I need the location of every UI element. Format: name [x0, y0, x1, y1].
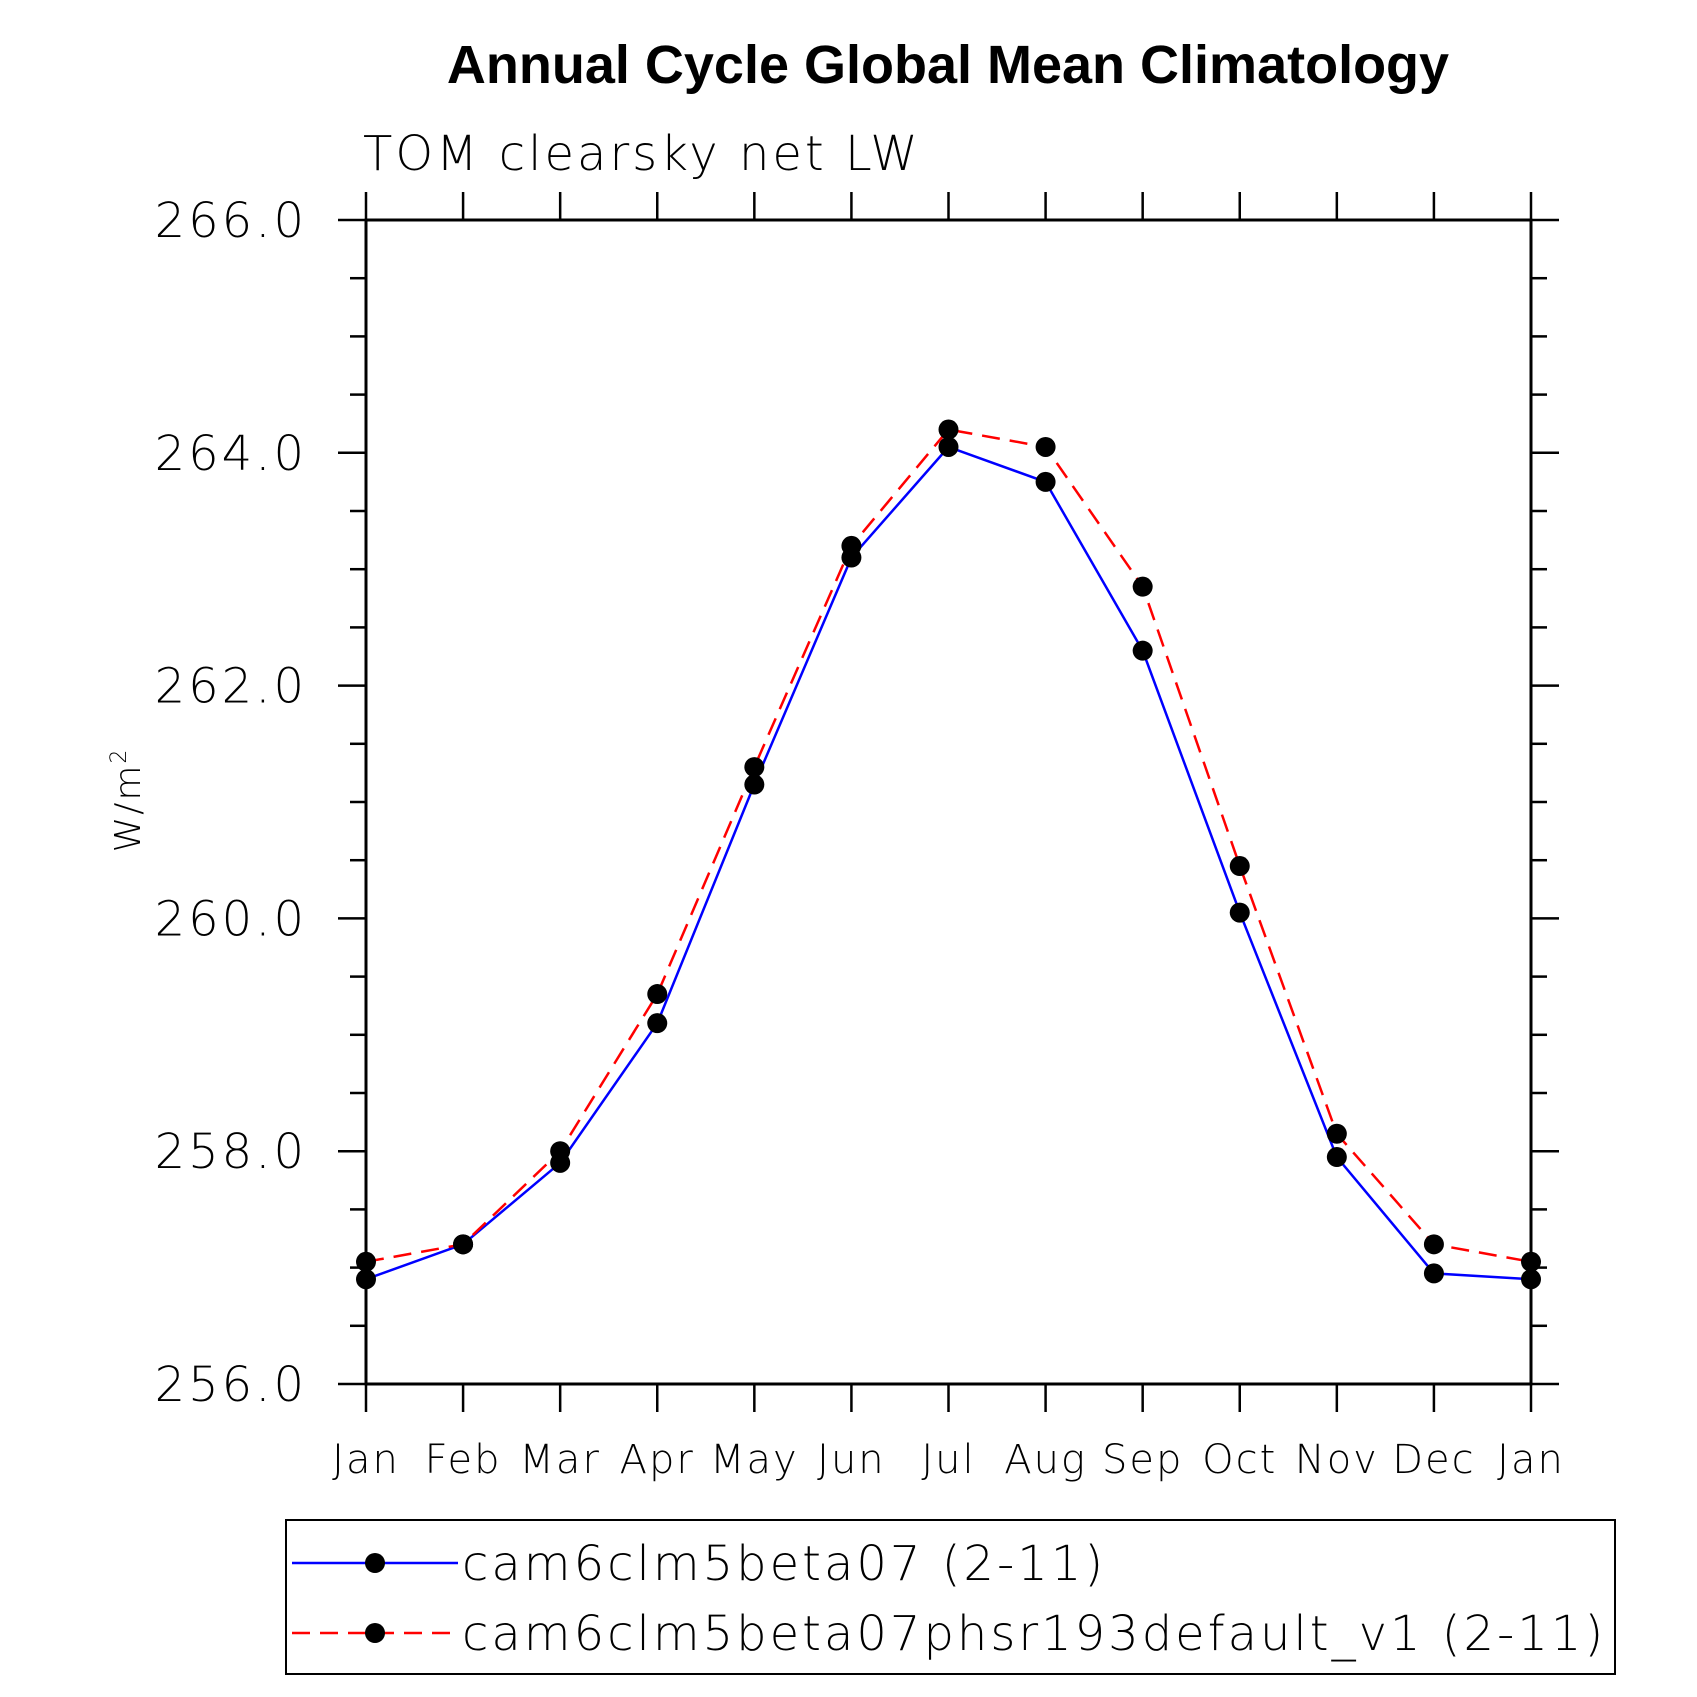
- data-point: [1326, 1147, 1347, 1168]
- x-axis: Jan Feb Mar Apr May Jun Jul Aug Sep Oct Nov Dec Jan: [332, 192, 1565, 1483]
- data-point: [1132, 640, 1153, 661]
- data-point: [1035, 436, 1056, 457]
- plot-series: [356, 419, 1541, 1290]
- data-point: [550, 1141, 571, 1162]
- y-tick-label: 258.0: [155, 1124, 307, 1180]
- data-point: [841, 535, 862, 556]
- x-tick-label: Dec: [1392, 1437, 1475, 1483]
- x-tick-label: Sep: [1102, 1437, 1183, 1483]
- data-point: [1521, 1251, 1541, 1272]
- x-tick-label: Jun: [817, 1437, 886, 1483]
- data-point: [1423, 1263, 1444, 1284]
- x-tick-label: Aug: [1004, 1437, 1087, 1483]
- y-tick-label: 262.0: [155, 659, 307, 715]
- data-point: [938, 436, 959, 457]
- data-point: [356, 1251, 376, 1272]
- y-axis-label-text: W/m: [108, 764, 149, 853]
- x-tick-label: Jan: [332, 1437, 400, 1483]
- x-tick-label: Mar: [519, 1437, 600, 1483]
- x-tick-label: Apr: [620, 1437, 695, 1483]
- x-tick-label: Jan: [1497, 1437, 1565, 1483]
- y-axis: 256.0 258.0 260.0 262.0 264.0 266.0: [155, 193, 1559, 1413]
- legend: cam6clm5beta07 (2-11) cam6clm5beta07phsr1…: [292, 1536, 1606, 1662]
- chart-title: Annual Cycle Global Mean Climatology: [447, 35, 1449, 95]
- x-tick-label: Feb: [425, 1437, 502, 1483]
- chart-subtitle: TOM clearsky net LW: [363, 126, 921, 182]
- legend-entry-label: cam6clm5beta07 (2-11): [462, 1536, 1106, 1592]
- data-point: [1035, 471, 1056, 492]
- legend-marker: [365, 1553, 385, 1573]
- x-tick-label: Oct: [1202, 1437, 1277, 1483]
- data-point: [647, 1013, 668, 1034]
- data-point: [938, 419, 959, 440]
- x-tick-label: May: [710, 1437, 799, 1483]
- x-tick-label: Jul: [921, 1437, 975, 1483]
- x-tick-label: Nov: [1295, 1437, 1379, 1483]
- legend-box: [285, 1519, 1616, 1675]
- series-line: [365, 428, 1532, 1264]
- svg-text:W/m2: W/m2: [107, 748, 149, 853]
- data-point: [1423, 1234, 1444, 1255]
- data-point: [1132, 576, 1153, 597]
- y-axis-label: W/m2: [107, 748, 149, 853]
- y-tick-label: 266.0: [155, 193, 307, 249]
- data-point: [1521, 1269, 1541, 1290]
- legend-marker: [365, 1623, 385, 1643]
- data-point: [453, 1234, 474, 1255]
- data-point: [744, 774, 765, 795]
- legend-entry-label: cam6clm5beta07phsr193default_v1 (2-11): [462, 1606, 1606, 1662]
- plot-frame: [364, 218, 1533, 1386]
- data-point: [356, 1269, 376, 1290]
- data-point: [1229, 856, 1250, 877]
- data-point: [1229, 902, 1250, 923]
- y-tick-label: 260.0: [155, 891, 307, 947]
- y-axis-label-superscript: 2: [107, 748, 132, 764]
- y-tick-label: 256.0: [155, 1357, 307, 1413]
- data-point: [647, 984, 668, 1005]
- data-point: [744, 757, 765, 778]
- y-tick-label: 264.0: [155, 426, 307, 482]
- data-point: [1326, 1123, 1347, 1144]
